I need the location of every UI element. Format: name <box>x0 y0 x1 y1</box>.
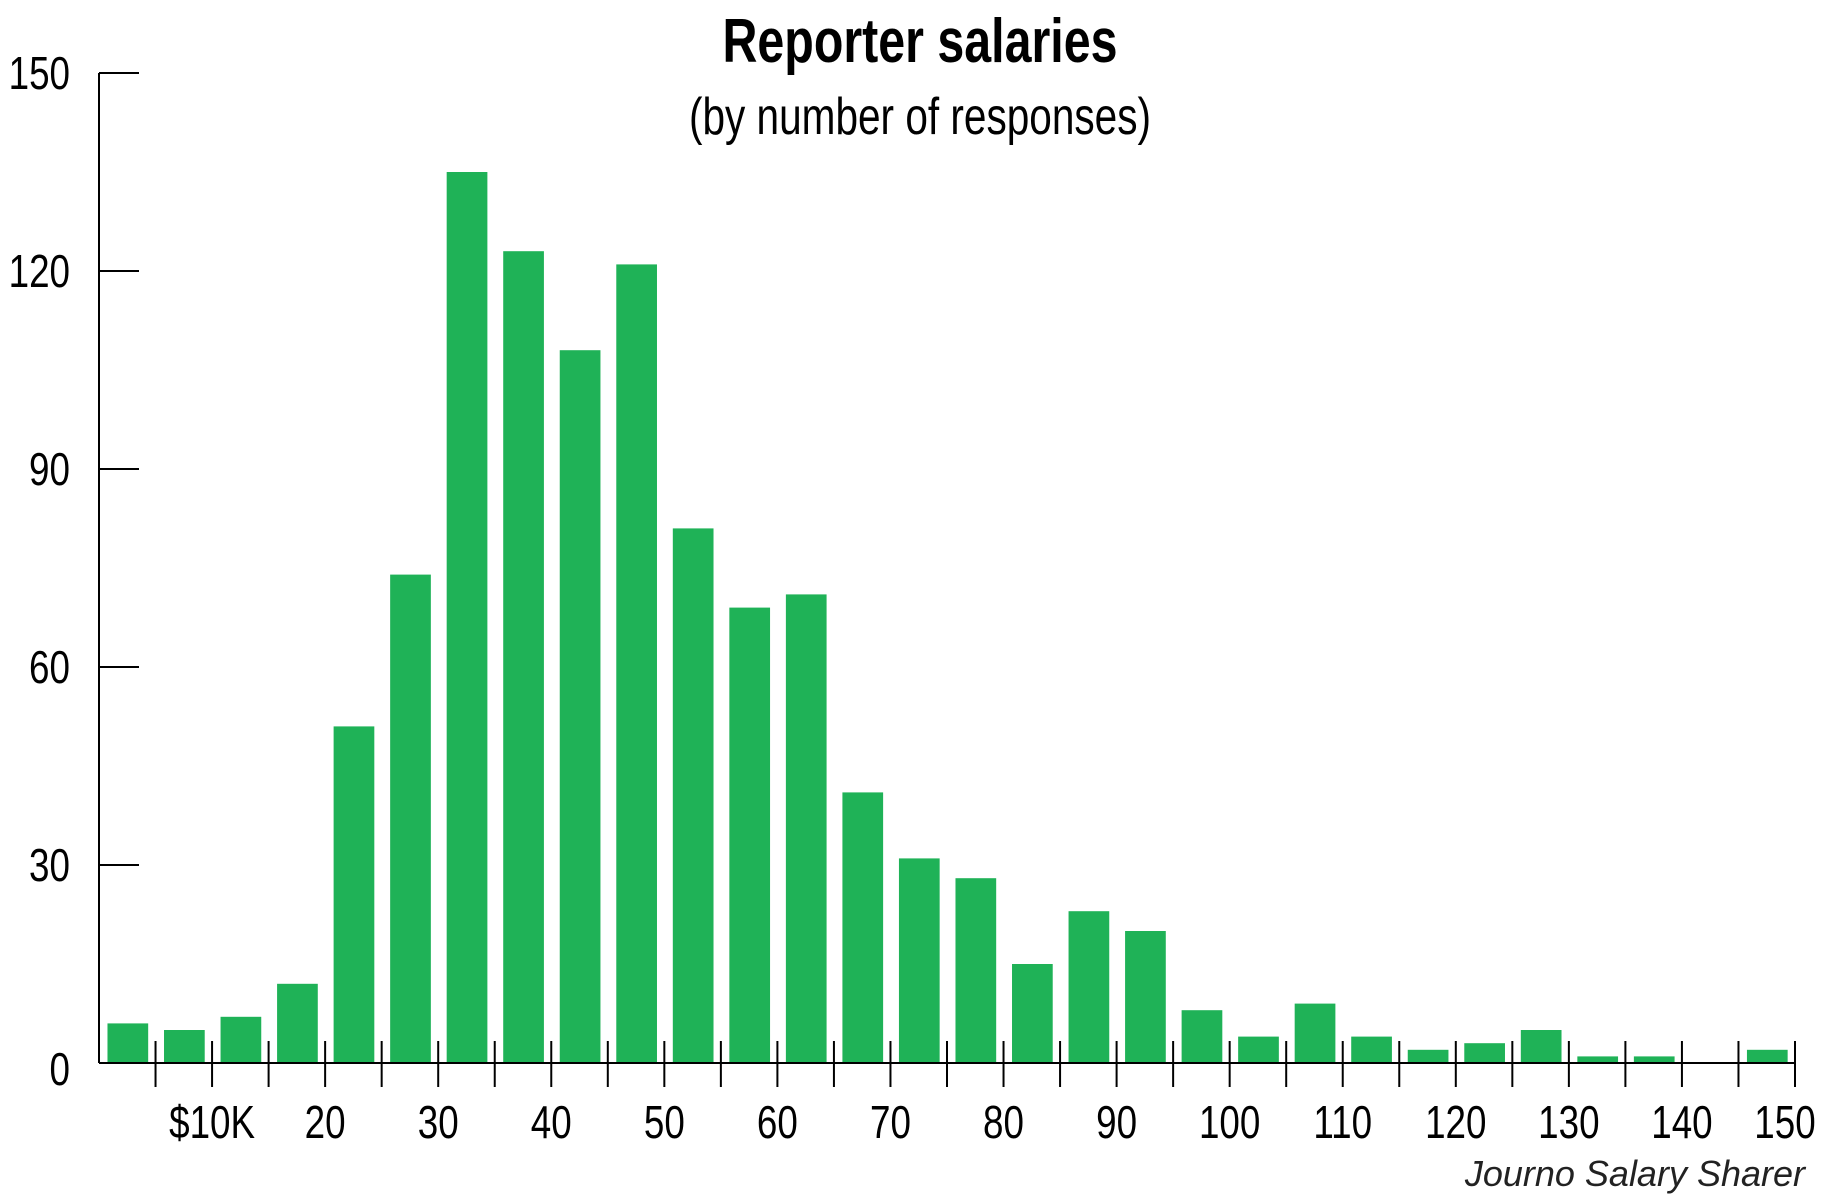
bar <box>1746 1049 1788 1063</box>
x-tick-label: 30 <box>418 1096 459 1148</box>
bar <box>672 528 714 1063</box>
x-tick-label: 60 <box>757 1096 798 1148</box>
y-tick-label: 60 <box>29 641 70 693</box>
bar <box>1633 1056 1675 1063</box>
bar <box>1577 1056 1619 1063</box>
bar <box>785 594 827 1063</box>
x-tick-label: 150 <box>1754 1096 1815 1148</box>
bar <box>1351 1036 1392 1063</box>
bar <box>1012 964 1053 1063</box>
y-tick-label: 0 <box>50 1043 70 1095</box>
bar <box>1407 1049 1449 1063</box>
x-tick-label: 50 <box>644 1096 685 1148</box>
x-tick-label: 130 <box>1538 1096 1599 1148</box>
y-tick-label: 30 <box>29 839 70 891</box>
x-tick-label: 140 <box>1651 1096 1712 1148</box>
x-tick-label: 90 <box>1096 1096 1137 1148</box>
y-tick-label: 120 <box>9 245 70 297</box>
bar <box>333 726 375 1063</box>
bar <box>616 264 657 1063</box>
bar <box>107 1023 149 1063</box>
x-tick-label: 110 <box>1313 1096 1372 1148</box>
bar <box>277 983 318 1063</box>
bar <box>1520 1030 1562 1063</box>
bar <box>842 792 884 1063</box>
bar <box>1464 1043 1505 1063</box>
chart-subtitle: (by number of responses) <box>689 87 1151 145</box>
x-tick-label: 70 <box>870 1096 911 1148</box>
y-tick-label: 90 <box>29 443 70 495</box>
bar <box>729 607 771 1063</box>
bar <box>1181 1010 1223 1063</box>
bar <box>390 574 431 1063</box>
bar <box>220 1016 262 1063</box>
x-tick-label: 80 <box>983 1096 1024 1148</box>
bar <box>1294 1003 1336 1063</box>
chart-title: Reporter salaries <box>723 6 1118 75</box>
bar <box>503 251 544 1063</box>
y-tick-label: 150 <box>9 47 70 99</box>
x-tick-label: 120 <box>1425 1096 1486 1148</box>
bar <box>955 878 997 1063</box>
x-tick-label: $10K <box>169 1096 255 1148</box>
bar <box>559 350 601 1063</box>
x-tick-label: 20 <box>305 1096 346 1148</box>
bar <box>898 858 940 1063</box>
x-tick-label: 40 <box>531 1096 572 1148</box>
bar <box>1238 1036 1279 1063</box>
bar <box>1068 911 1110 1063</box>
bar <box>1125 931 1166 1063</box>
bar <box>446 172 488 1063</box>
source-credit: Journo Salary Sharer <box>1464 1153 1807 1194</box>
x-tick-label: 100 <box>1199 1096 1260 1148</box>
bar <box>164 1030 205 1063</box>
